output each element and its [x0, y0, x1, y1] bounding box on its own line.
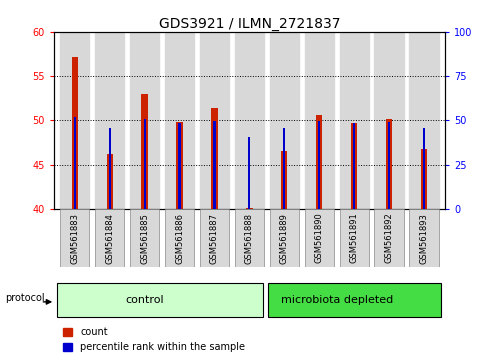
- Bar: [385, 120, 391, 209]
- Bar: [246, 208, 252, 209]
- Bar: [234, 209, 264, 267]
- Text: GSM561884: GSM561884: [105, 213, 114, 263]
- Text: GSM561883: GSM561883: [70, 212, 79, 264]
- Bar: [60, 209, 89, 267]
- Bar: [281, 152, 287, 209]
- Bar: [95, 32, 124, 209]
- Bar: [108, 128, 110, 209]
- Bar: [318, 121, 320, 209]
- Bar: [95, 209, 124, 267]
- Bar: [248, 137, 250, 209]
- Text: GSM561892: GSM561892: [384, 213, 393, 263]
- Bar: [304, 32, 333, 209]
- Bar: [141, 94, 147, 209]
- Legend: count, percentile rank within the sample: count, percentile rank within the sample: [59, 324, 248, 354]
- Bar: [339, 32, 368, 209]
- Bar: [213, 121, 215, 209]
- Bar: [143, 120, 145, 209]
- Bar: [374, 32, 403, 209]
- Bar: [269, 32, 298, 209]
- Bar: [200, 32, 229, 209]
- Bar: [71, 57, 78, 209]
- Text: GSM561889: GSM561889: [279, 213, 288, 263]
- Bar: [164, 32, 194, 209]
- Bar: [267, 283, 441, 317]
- Text: GSM561893: GSM561893: [419, 213, 427, 263]
- Bar: [339, 209, 368, 267]
- Bar: [178, 123, 180, 209]
- Text: GSM561887: GSM561887: [209, 212, 219, 264]
- Bar: [387, 122, 389, 209]
- Text: control: control: [125, 295, 163, 305]
- Bar: [352, 123, 354, 209]
- Bar: [200, 209, 229, 267]
- Bar: [269, 209, 298, 267]
- Text: GSM561890: GSM561890: [314, 213, 323, 263]
- Text: GSM561891: GSM561891: [349, 213, 358, 263]
- Bar: [176, 122, 183, 209]
- Bar: [422, 128, 424, 209]
- Bar: [234, 32, 264, 209]
- Bar: [315, 115, 322, 209]
- Bar: [350, 123, 357, 209]
- Bar: [211, 108, 217, 209]
- Title: GDS3921 / ILMN_2721837: GDS3921 / ILMN_2721837: [158, 17, 340, 31]
- Text: microbiota depleted: microbiota depleted: [281, 295, 393, 305]
- Bar: [374, 209, 403, 267]
- Bar: [408, 209, 438, 267]
- Bar: [408, 32, 438, 209]
- Text: GSM561886: GSM561886: [175, 212, 183, 264]
- Bar: [304, 209, 333, 267]
- Bar: [420, 149, 427, 209]
- Text: GSM561888: GSM561888: [244, 212, 253, 264]
- Bar: [130, 32, 159, 209]
- Bar: [74, 117, 76, 209]
- Text: protocol: protocol: [6, 293, 45, 303]
- Text: GSM561885: GSM561885: [140, 213, 149, 263]
- Bar: [164, 209, 194, 267]
- Bar: [57, 283, 263, 317]
- Bar: [283, 128, 285, 209]
- Bar: [106, 154, 113, 209]
- Bar: [130, 209, 159, 267]
- Bar: [60, 32, 89, 209]
